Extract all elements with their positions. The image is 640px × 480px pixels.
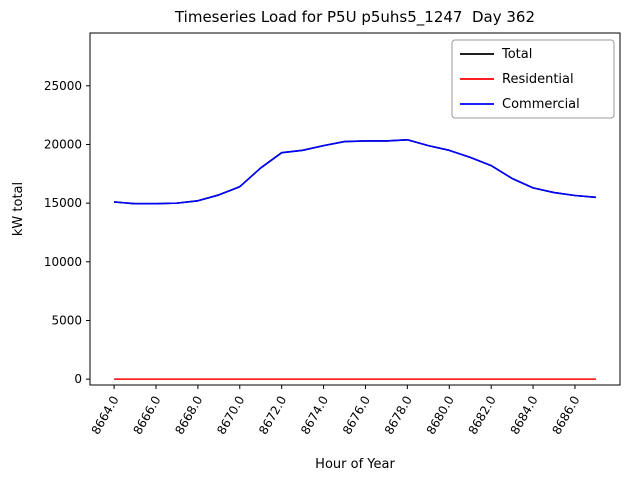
legend-label-commercial: Commercial xyxy=(502,97,580,112)
x-tick-label: 8674.0 xyxy=(298,394,331,437)
y-tick-label: 25000 xyxy=(44,79,82,93)
x-tick-label: 8670.0 xyxy=(214,394,247,437)
legend-label-residential: Residential xyxy=(502,72,574,87)
chart-title: Timeseries Load for P5U p5uhs5_1247 Day … xyxy=(174,8,535,27)
x-tick-label: 8666.0 xyxy=(130,394,163,437)
series-line-total xyxy=(114,138,596,205)
y-tick-label: 20000 xyxy=(44,137,82,151)
series-line-commercial xyxy=(114,138,596,205)
legend-box xyxy=(451,39,615,119)
x-tick-label: 8680.0 xyxy=(424,394,457,437)
legend: Total Residential Commercial xyxy=(451,39,615,119)
y-tick-label: 5000 xyxy=(51,313,82,327)
x-tick-label: 8682.0 xyxy=(466,394,499,437)
x-tick-label: 8676.0 xyxy=(340,394,373,437)
x-axis-label: Hour of Year xyxy=(315,457,395,472)
y-ticks: 0 5000 10000 15000 20000 25000 xyxy=(44,79,90,386)
x-tick-label: 8678.0 xyxy=(382,394,415,437)
axes-spines xyxy=(89,32,621,386)
series-lines xyxy=(114,138,596,380)
x-tick-label: 8684.0 xyxy=(508,394,541,437)
y-tick-label: 0 xyxy=(74,372,82,386)
y-tick-label: 10000 xyxy=(44,255,82,269)
legend-label-total: Total xyxy=(501,47,532,62)
x-tick-label: 8672.0 xyxy=(256,394,289,437)
x-tick-label: 8686.0 xyxy=(549,394,582,437)
y-tick-label: 15000 xyxy=(44,196,82,210)
y-axis-label: kW total xyxy=(11,182,26,236)
x-ticks: 8664.0 8666.0 8668.0 8670.0 8672.0 8674.0 8676… xyxy=(89,385,583,437)
x-tick-label: 8664.0 xyxy=(89,394,122,437)
x-tick-label: 8668.0 xyxy=(172,394,205,437)
